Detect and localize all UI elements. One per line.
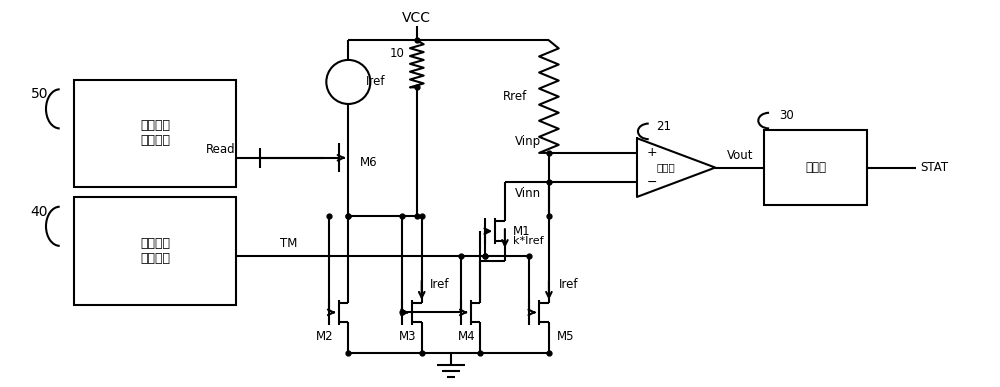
Text: 测试模式
控制电路: 测试模式 控制电路 (140, 237, 170, 265)
Text: STAT: STAT (921, 161, 949, 174)
Text: M6: M6 (360, 156, 378, 169)
Circle shape (326, 60, 370, 104)
Text: k*Iref: k*Iref (513, 236, 543, 246)
Text: Iref: Iref (430, 279, 449, 291)
Text: −: − (647, 176, 657, 189)
Text: 40: 40 (30, 205, 48, 219)
Bar (74, 79, 236, 187)
Text: 21: 21 (657, 120, 672, 133)
Text: Vinp: Vinp (515, 135, 541, 148)
Bar (764, 130, 867, 205)
Text: 比较器: 比较器 (657, 163, 676, 173)
Text: M5: M5 (557, 330, 574, 343)
Text: M1: M1 (513, 225, 530, 238)
Text: VCC: VCC (402, 11, 431, 25)
Text: M3: M3 (399, 330, 417, 343)
Text: M2: M2 (316, 330, 334, 343)
Text: 50: 50 (30, 87, 48, 101)
Text: 锁存器: 锁存器 (805, 161, 826, 174)
Text: Read: Read (206, 144, 236, 156)
Text: M4: M4 (458, 330, 476, 343)
Text: Iref: Iref (559, 279, 578, 291)
Text: TM: TM (280, 237, 297, 250)
Text: Iref: Iref (366, 75, 385, 89)
Bar (74, 197, 236, 305)
Text: Rref: Rref (503, 90, 527, 103)
Text: 30: 30 (779, 109, 794, 122)
Text: +: + (647, 146, 657, 159)
Text: Vout: Vout (726, 149, 753, 162)
Text: 10: 10 (389, 46, 404, 60)
Text: 基准电流
控制电路: 基准电流 控制电路 (140, 119, 170, 147)
Text: Vinn: Vinn (515, 187, 541, 200)
